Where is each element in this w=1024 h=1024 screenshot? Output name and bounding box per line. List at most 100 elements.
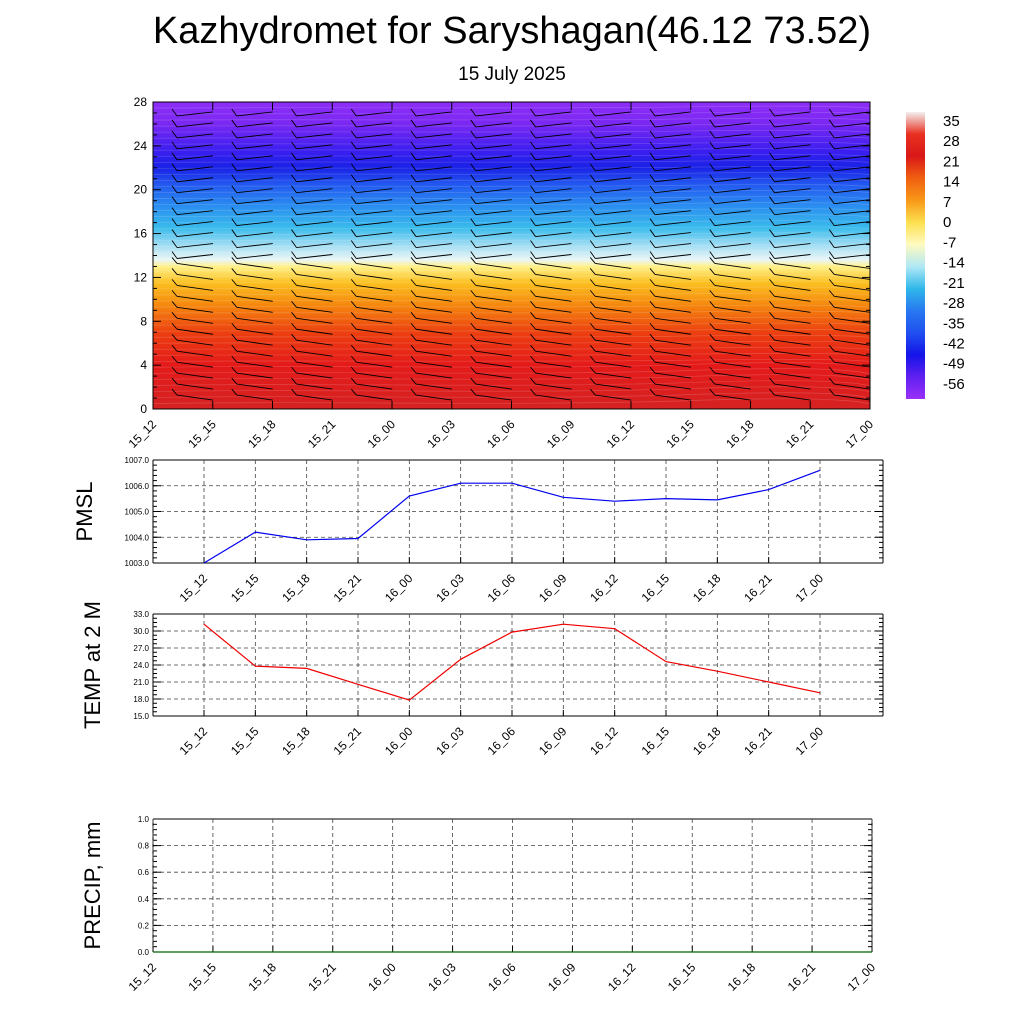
wind-barb-flag	[649, 174, 656, 183]
wind-barb-flag	[291, 196, 297, 204]
wind-barb-staff	[714, 350, 751, 357]
wind-barb-flag	[291, 355, 297, 363]
wind-barb-flag	[291, 366, 297, 374]
contour-line	[153, 160, 870, 163]
wind-barb-flag	[291, 152, 297, 161]
wind-barb-staff	[236, 350, 273, 357]
wind-barb-flag	[350, 344, 357, 352]
wind-barb-flag	[410, 207, 417, 215]
wind-barb-staff	[176, 144, 214, 150]
wind-barb-flag	[350, 322, 357, 330]
wind-barb-flag	[470, 152, 477, 161]
colorbar-label: 28	[943, 133, 960, 150]
wind-barb-flag	[589, 301, 596, 308]
wind-barb-flag	[530, 322, 536, 330]
wind-barb-flag	[589, 290, 596, 297]
wind-barb-staff	[236, 210, 273, 216]
wind-barb-staff	[415, 155, 453, 161]
wind-barb-flag	[530, 388, 536, 396]
wind-barb-staff	[176, 199, 214, 205]
wind-barb-flag	[171, 301, 178, 308]
contour-line	[153, 347, 870, 350]
wind-barb-staff	[356, 166, 393, 172]
contour-line	[153, 141, 870, 145]
wind-barb-staff	[296, 188, 333, 194]
wind-barb-flag	[350, 355, 357, 363]
wind-barb-staff	[714, 111, 751, 117]
wind-barb-flag	[828, 268, 835, 275]
wind-barb-staff	[415, 133, 453, 139]
wind-barb-flag	[769, 251, 775, 259]
wind-barb-flag	[530, 218, 536, 226]
wind-barb-flag	[231, 207, 238, 215]
wind-barb-flag	[769, 174, 775, 183]
wind-barb-flag	[530, 268, 536, 275]
wind-barb-flag	[350, 207, 357, 215]
wind-barb-flag	[350, 301, 357, 308]
wind-barb-flag	[291, 174, 297, 183]
contour-line	[153, 386, 870, 393]
wind-barb-flag	[530, 301, 536, 308]
wind-barb-flag	[350, 218, 357, 226]
precip-panel: 0.0 0.2 0.4 0.6 0.8 1.0 15_12 15_15 15_18 15_21 16…	[80, 815, 878, 994]
wind-barb-flag	[589, 257, 596, 264]
wind-barb-flag	[649, 240, 656, 248]
wind-barb-staff	[595, 295, 632, 302]
wind-barb-staff	[595, 177, 632, 183]
wind-barb-staff	[176, 295, 214, 302]
contour-line	[153, 274, 870, 278]
wind-barb-flag	[231, 196, 238, 204]
temperature-field	[153, 102, 870, 409]
wind-barb-flag	[291, 301, 297, 308]
wind-barb-staff	[535, 383, 572, 390]
contour-line	[153, 316, 870, 320]
wind-barb-flag	[769, 322, 775, 330]
wind-barb-flag	[410, 152, 417, 161]
wind-barb-flag	[291, 344, 297, 352]
wind-barb-staff	[176, 361, 214, 368]
wind-barb-staff	[296, 263, 333, 269]
colorbar-label: -56	[943, 376, 965, 393]
wind-barb-staff	[834, 221, 870, 227]
wind-barb-staff	[774, 122, 811, 128]
contour-line	[153, 220, 870, 224]
y-tick-label: 15.0	[133, 712, 149, 721]
wind-barb-staff	[236, 383, 273, 390]
wind-barb-staff	[356, 361, 393, 368]
wind-barb-staff	[296, 144, 333, 150]
wind-barb-staff	[356, 328, 393, 335]
x-tick-label: 16_03	[433, 571, 467, 605]
wind-barb-staff	[296, 306, 333, 313]
wind-barb-flag	[769, 344, 775, 352]
wind-barb-flag	[231, 279, 238, 286]
wind-barb-flag	[530, 130, 536, 139]
wind-barb-flag	[350, 279, 357, 286]
x-tick-label: 16_09	[536, 571, 570, 605]
wind-barb-staff	[834, 155, 870, 161]
wind-barb-flag	[828, 377, 835, 385]
wind-barb-staff	[774, 306, 811, 313]
wind-barb-flag	[649, 152, 656, 161]
wind-barb-flag	[709, 196, 716, 204]
wind-barb-flag	[410, 119, 417, 128]
wind-barb-flag	[231, 290, 238, 297]
wind-barb-flag	[171, 152, 178, 161]
wind-barb-staff	[236, 254, 273, 259]
wind-barb-flag	[828, 174, 835, 183]
y-tick-label: 0.0	[138, 948, 150, 957]
wind-barb-flag	[171, 268, 178, 275]
wind-barb-flag	[350, 268, 357, 275]
x-tick-label: 16_18	[723, 417, 757, 451]
wind-barb-staff	[595, 155, 632, 161]
wind-barb-flag	[709, 344, 716, 352]
wind-barb-flag	[410, 108, 417, 117]
wind-barb-flag	[231, 163, 238, 172]
wind-barb-staff	[356, 263, 393, 269]
x-tick-label: 16_15	[639, 571, 673, 605]
wind-barb-staff	[475, 394, 512, 401]
wind-barb-flag	[171, 130, 178, 139]
contour-line	[153, 368, 870, 375]
wind-barb-flag	[828, 366, 835, 374]
wind-barb-staff	[176, 243, 214, 248]
